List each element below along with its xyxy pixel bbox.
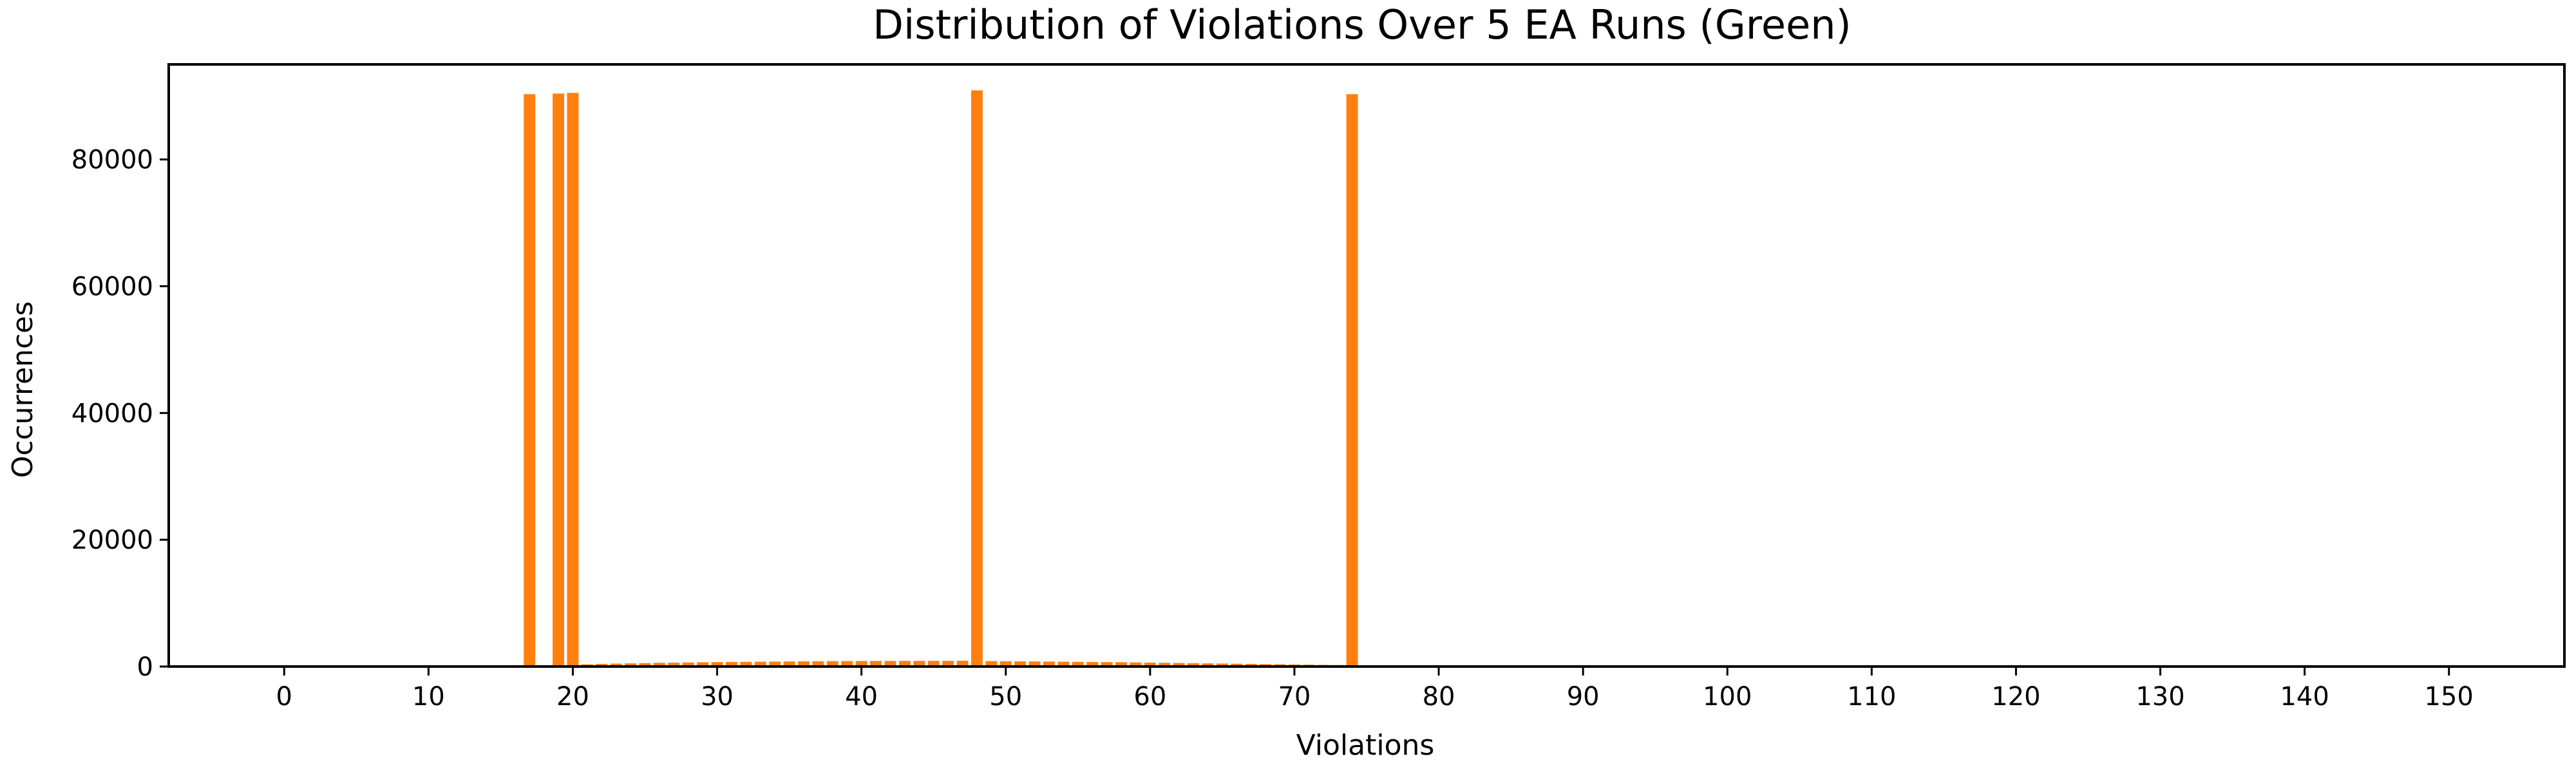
x-tick-label: 110 [1847, 682, 1896, 712]
x-axis-label: Violations [1296, 729, 1435, 762]
y-tick-label: 0 [137, 652, 153, 682]
bar [567, 93, 579, 667]
x-tick-label: 120 [1991, 682, 2040, 712]
bar [1347, 94, 1358, 667]
y-axis-label: Occurrences [6, 301, 39, 478]
x-tick-label: 100 [1703, 682, 1752, 712]
x-tick-label: 20 [556, 682, 589, 712]
x-tick-label: 90 [1567, 682, 1600, 712]
x-tick-label: 60 [1133, 682, 1166, 712]
x-tick-label: 130 [2136, 682, 2184, 712]
x-tick-label: 70 [1278, 682, 1311, 712]
y-tick-label: 80000 [71, 146, 153, 175]
x-tick-label: 50 [989, 682, 1022, 712]
y-tick-label: 20000 [71, 525, 153, 555]
x-tick-label: 150 [2425, 682, 2474, 712]
x-tick-label: 30 [701, 682, 734, 712]
x-tick-label: 10 [412, 682, 445, 712]
bar [971, 90, 983, 667]
bar [524, 94, 535, 667]
x-tick-label: 80 [1423, 682, 1455, 712]
x-tick-label: 40 [845, 682, 878, 712]
y-tick-label: 40000 [71, 399, 153, 428]
y-tick-label: 60000 [71, 272, 153, 301]
bar [553, 93, 564, 667]
x-tick-label: 140 [2280, 682, 2329, 712]
chart-title: Distribution of Violations Over 5 EA Run… [873, 1, 1851, 48]
x-tick-label: 0 [276, 682, 292, 712]
